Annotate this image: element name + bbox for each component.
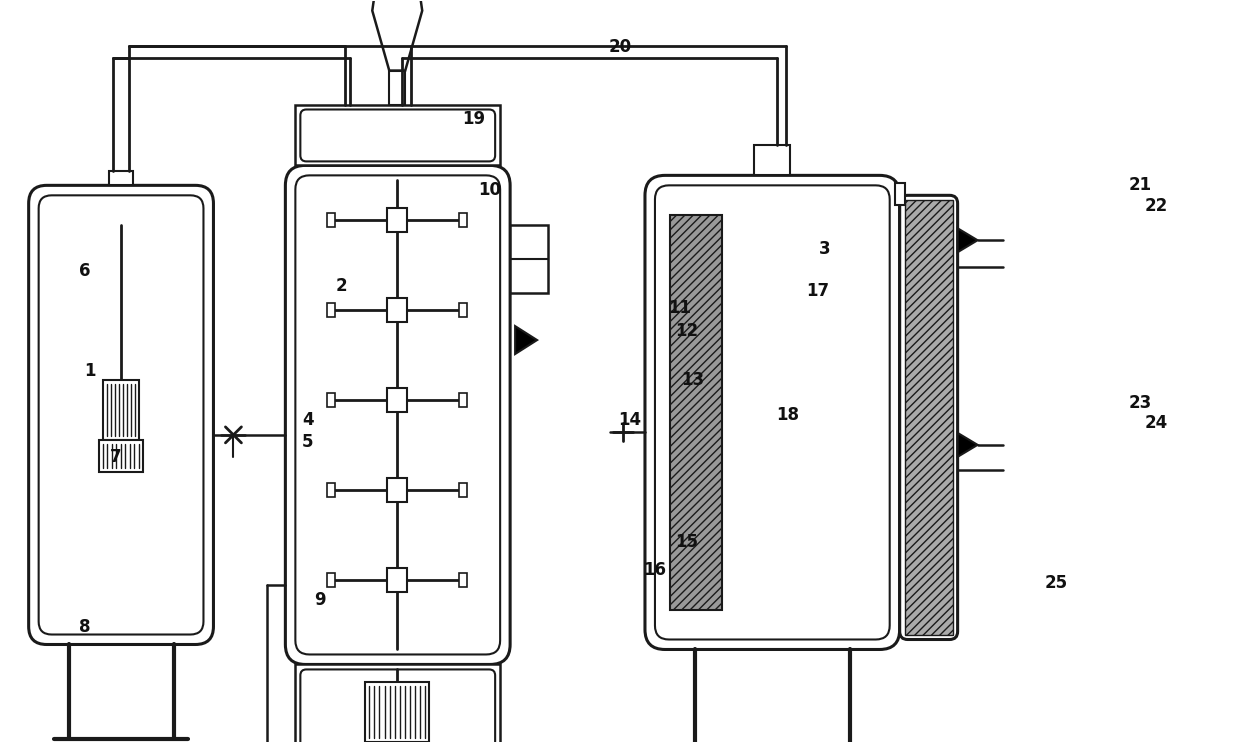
FancyBboxPatch shape (295, 175, 500, 655)
Text: 8: 8 (79, 618, 91, 636)
FancyBboxPatch shape (645, 175, 900, 649)
Bar (459, 483, 467, 497)
Polygon shape (515, 326, 537, 354)
Text: 22: 22 (1145, 197, 1168, 215)
Bar (905, 201, 952, 635)
Bar (754, 146, 790, 175)
Text: 1: 1 (84, 363, 95, 380)
FancyBboxPatch shape (300, 669, 495, 743)
FancyBboxPatch shape (655, 185, 889, 640)
Bar (670, 215, 722, 609)
Bar (387, 388, 407, 412)
Bar (295, 664, 500, 743)
Bar (459, 573, 467, 586)
Text: 17: 17 (806, 282, 830, 300)
Polygon shape (957, 228, 977, 252)
Text: 4: 4 (303, 411, 314, 429)
Text: 20: 20 (609, 38, 631, 56)
Text: 5: 5 (303, 433, 314, 451)
Text: 24: 24 (1145, 415, 1168, 432)
Bar (895, 184, 905, 205)
Bar (109, 172, 133, 185)
Polygon shape (372, 0, 423, 71)
FancyBboxPatch shape (300, 109, 495, 161)
Text: 3: 3 (818, 240, 831, 258)
Text: 25: 25 (1044, 574, 1068, 592)
Bar (366, 682, 429, 742)
Bar (459, 303, 467, 317)
FancyBboxPatch shape (38, 195, 203, 635)
Text: 19: 19 (463, 111, 485, 129)
Bar (327, 483, 335, 497)
Text: 15: 15 (676, 533, 698, 551)
Bar (295, 106, 500, 166)
Text: 11: 11 (668, 299, 691, 317)
Bar (327, 303, 335, 317)
Text: 13: 13 (682, 372, 704, 389)
Text: 6: 6 (79, 262, 91, 280)
Bar (387, 298, 407, 322)
Text: 23: 23 (1128, 394, 1152, 412)
Bar (387, 208, 407, 233)
FancyBboxPatch shape (285, 166, 510, 664)
Text: 14: 14 (619, 411, 641, 429)
Text: 9: 9 (315, 591, 326, 609)
Text: 18: 18 (776, 406, 799, 424)
Bar (387, 478, 407, 502)
Bar (459, 213, 467, 227)
Bar (327, 573, 335, 586)
Bar (459, 393, 467, 407)
Bar (99, 440, 143, 472)
Text: 7: 7 (110, 448, 122, 466)
FancyBboxPatch shape (29, 185, 213, 644)
Text: 16: 16 (644, 561, 666, 580)
Bar (327, 393, 335, 407)
Text: 12: 12 (676, 322, 698, 340)
Bar (327, 213, 335, 227)
Polygon shape (957, 433, 977, 457)
Text: 21: 21 (1128, 175, 1152, 194)
Bar (510, 225, 548, 293)
Bar (103, 380, 139, 440)
Text: 10: 10 (479, 181, 501, 199)
Bar (387, 568, 407, 591)
Text: 2: 2 (336, 277, 347, 295)
FancyBboxPatch shape (900, 195, 957, 640)
Bar (389, 71, 405, 106)
